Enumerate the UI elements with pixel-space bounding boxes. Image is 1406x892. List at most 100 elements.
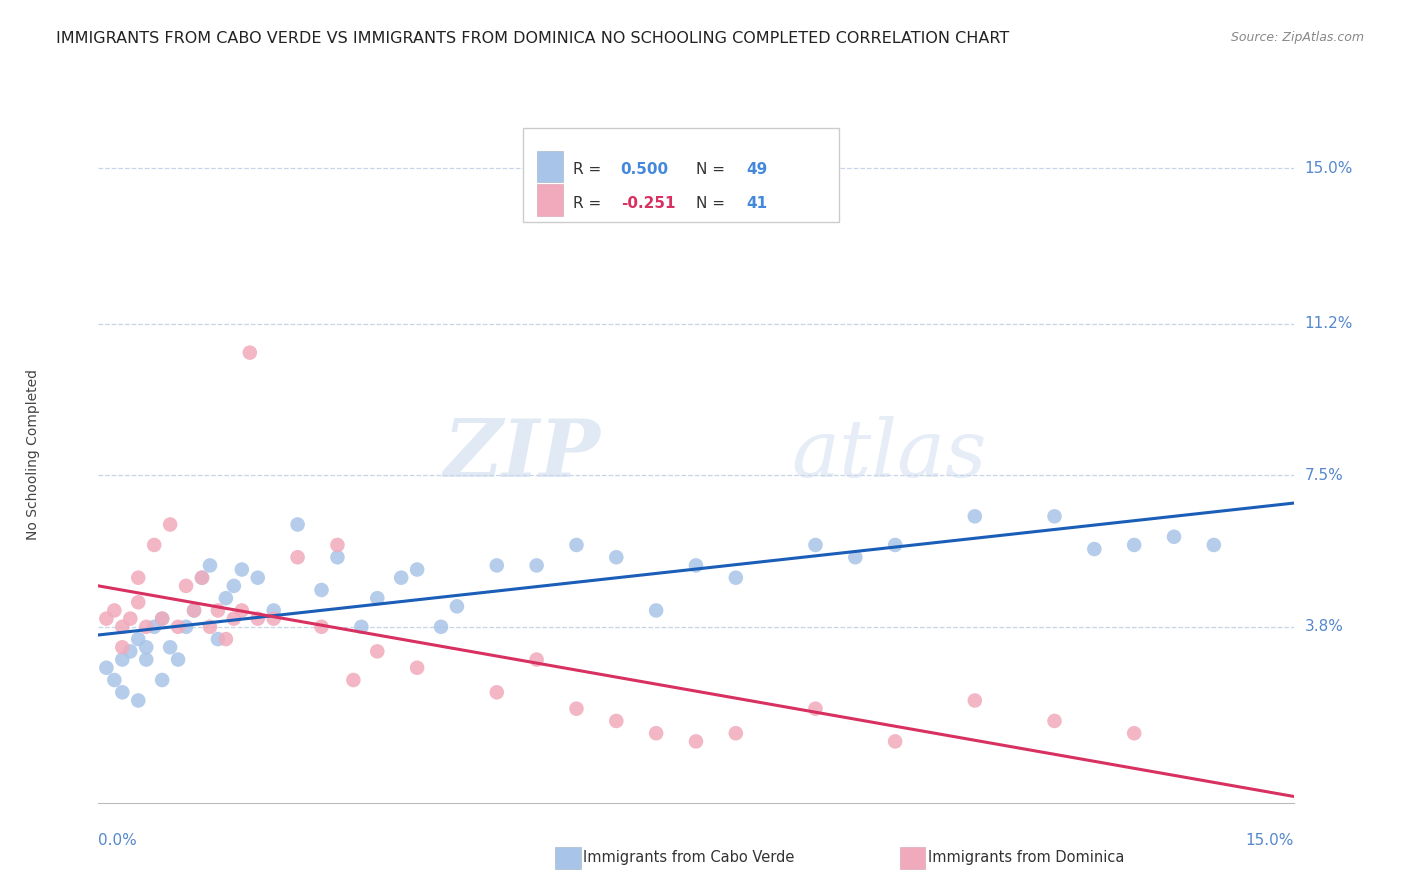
Text: Immigrants from Dominica: Immigrants from Dominica bbox=[928, 850, 1125, 864]
Point bbox=[430, 620, 453, 634]
Point bbox=[1083, 542, 1105, 557]
Point bbox=[389, 571, 412, 585]
FancyBboxPatch shape bbox=[537, 185, 564, 216]
Text: 15.0%: 15.0% bbox=[1246, 833, 1294, 848]
Text: No Schooling Completed: No Schooling Completed bbox=[25, 369, 39, 541]
Text: 3.8%: 3.8% bbox=[1305, 619, 1344, 634]
Point bbox=[565, 701, 588, 715]
Text: 11.2%: 11.2% bbox=[1305, 317, 1353, 332]
Point bbox=[183, 603, 205, 617]
Point bbox=[685, 558, 707, 573]
Point bbox=[963, 693, 986, 707]
Point bbox=[191, 571, 214, 585]
Text: 49: 49 bbox=[747, 162, 768, 178]
Point bbox=[111, 652, 134, 666]
Text: R =: R = bbox=[572, 195, 606, 211]
Point bbox=[350, 620, 373, 634]
Point bbox=[198, 558, 221, 573]
Point bbox=[1123, 538, 1146, 552]
Point bbox=[111, 640, 134, 655]
Point bbox=[1202, 538, 1225, 552]
Point bbox=[239, 345, 262, 359]
Point bbox=[645, 726, 668, 740]
Point bbox=[135, 640, 157, 655]
Point bbox=[135, 620, 157, 634]
Text: 0.500: 0.500 bbox=[620, 162, 669, 178]
Point bbox=[174, 579, 197, 593]
Point bbox=[326, 550, 349, 565]
Text: 0.0%: 0.0% bbox=[98, 833, 138, 848]
Point bbox=[167, 652, 190, 666]
Point bbox=[724, 571, 747, 585]
Point bbox=[246, 612, 269, 626]
Point bbox=[183, 603, 205, 617]
Point bbox=[406, 661, 429, 675]
Text: IMMIGRANTS FROM CABO VERDE VS IMMIGRANTS FROM DOMINICA NO SCHOOLING COMPLETED CO: IMMIGRANTS FROM CABO VERDE VS IMMIGRANTS… bbox=[56, 31, 1010, 46]
Point bbox=[143, 620, 166, 634]
Point bbox=[222, 612, 245, 626]
Point bbox=[1163, 530, 1185, 544]
Text: N =: N = bbox=[696, 195, 730, 211]
Point bbox=[215, 632, 238, 646]
Point bbox=[167, 620, 190, 634]
Point bbox=[150, 612, 173, 626]
Point bbox=[526, 558, 548, 573]
Point bbox=[150, 673, 173, 687]
Point bbox=[724, 726, 747, 740]
Point bbox=[96, 612, 118, 626]
Point bbox=[1123, 726, 1146, 740]
FancyBboxPatch shape bbox=[537, 151, 564, 182]
Text: Immigrants from Cabo Verde: Immigrants from Cabo Verde bbox=[583, 850, 794, 864]
FancyBboxPatch shape bbox=[900, 847, 925, 869]
Text: 7.5%: 7.5% bbox=[1305, 468, 1343, 483]
Point bbox=[120, 612, 142, 626]
Point bbox=[127, 693, 149, 707]
Point bbox=[215, 591, 238, 606]
Point bbox=[263, 603, 285, 617]
Point bbox=[222, 579, 245, 593]
Point bbox=[150, 612, 173, 626]
Point bbox=[246, 571, 269, 585]
Point bbox=[804, 538, 827, 552]
Point bbox=[844, 550, 866, 565]
Point bbox=[485, 558, 508, 573]
Point bbox=[127, 632, 149, 646]
Point bbox=[804, 701, 827, 715]
Point bbox=[174, 620, 197, 634]
Point bbox=[96, 661, 118, 675]
Point bbox=[103, 673, 125, 687]
Point bbox=[111, 620, 134, 634]
Point bbox=[103, 603, 125, 617]
Point bbox=[485, 685, 508, 699]
Point bbox=[127, 571, 149, 585]
Point bbox=[326, 538, 349, 552]
Text: 41: 41 bbox=[747, 195, 768, 211]
Point bbox=[884, 538, 907, 552]
Point bbox=[342, 673, 364, 687]
Point bbox=[366, 591, 388, 606]
Point bbox=[127, 595, 149, 609]
Point bbox=[963, 509, 986, 524]
Point bbox=[143, 538, 166, 552]
Point bbox=[605, 714, 627, 728]
Point bbox=[287, 517, 309, 532]
Point bbox=[1043, 509, 1066, 524]
Point bbox=[231, 603, 253, 617]
Point bbox=[207, 632, 229, 646]
Text: N =: N = bbox=[696, 162, 730, 178]
Point bbox=[159, 640, 181, 655]
Point bbox=[287, 550, 309, 565]
Point bbox=[111, 685, 134, 699]
Point bbox=[565, 538, 588, 552]
FancyBboxPatch shape bbox=[523, 128, 839, 222]
Point bbox=[159, 517, 181, 532]
Point bbox=[231, 562, 253, 576]
Point bbox=[120, 644, 142, 658]
Text: ZIP: ZIP bbox=[443, 417, 600, 493]
Point bbox=[198, 620, 221, 634]
Point bbox=[884, 734, 907, 748]
Text: Source: ZipAtlas.com: Source: ZipAtlas.com bbox=[1230, 31, 1364, 45]
Point bbox=[406, 562, 429, 576]
Point bbox=[263, 612, 285, 626]
Point bbox=[366, 644, 388, 658]
